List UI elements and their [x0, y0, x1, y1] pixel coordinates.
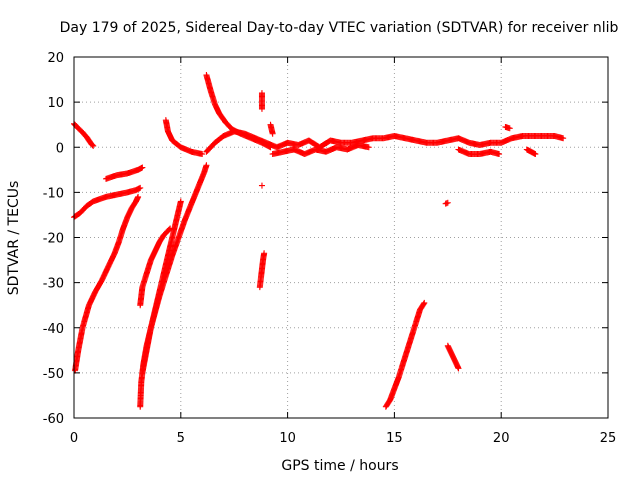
y-tick-label: -50	[43, 367, 64, 382]
series-arc-m	[502, 123, 513, 132]
y-tick-label: -10	[43, 186, 64, 201]
data-point	[261, 250, 268, 257]
series-arc-n	[523, 146, 539, 158]
y-tick-label: 0	[56, 141, 64, 156]
series-arc-h	[162, 117, 206, 158]
data-points	[71, 72, 567, 410]
x-tick-label: 15	[386, 431, 403, 446]
series-arc-b	[71, 184, 144, 221]
y-tick-label: 20	[47, 51, 64, 66]
data-point	[506, 125, 513, 132]
data-point	[496, 151, 503, 158]
data-point	[421, 299, 428, 306]
data-point	[89, 142, 96, 149]
series-arc-p	[267, 121, 276, 137]
y-axis-label: SDTVAR / TECUs	[6, 181, 22, 296]
grid-lines	[74, 57, 608, 418]
data-point	[137, 184, 144, 191]
series-arc-f	[137, 225, 174, 309]
series-arc-t	[382, 299, 428, 410]
chart-title: Day 179 of 2025, Sidereal Day-to-day VTE…	[60, 20, 619, 36]
data-point	[90, 142, 97, 149]
data-point	[560, 135, 567, 142]
series-arc-j	[203, 128, 567, 155]
y-tick-label: -40	[43, 322, 64, 337]
series-arc-l	[455, 146, 503, 158]
x-tick-label: 5	[177, 431, 185, 446]
series-arc-o	[258, 90, 265, 112]
data-point	[455, 365, 462, 372]
data-point	[532, 151, 539, 158]
axis-ticks: 0 5 10 15 20 25 -60 -50 -40 -30 -20 -10 0 10 20	[43, 51, 617, 446]
series-arc-g	[139, 198, 184, 376]
data-point	[135, 193, 142, 200]
series-arc-s	[442, 199, 451, 207]
data-point	[258, 105, 265, 112]
series-arc-a	[71, 120, 97, 149]
x-tick-label: 10	[279, 431, 296, 446]
data-point	[177, 198, 184, 205]
x-axis-label: GPS time / hours	[281, 458, 398, 474]
series-arc-q	[258, 182, 265, 189]
data-point	[199, 151, 206, 158]
x-tick-label: 0	[70, 431, 78, 446]
series-arc-d	[72, 193, 142, 374]
y-tick-label: 10	[47, 96, 64, 111]
x-tick-label: 20	[493, 431, 510, 446]
series-arc-u	[444, 342, 462, 372]
data-point	[420, 300, 427, 307]
y-tick-label: -60	[43, 412, 64, 427]
series-arc-r	[256, 250, 268, 291]
data-point	[269, 130, 276, 137]
data-point	[139, 164, 146, 171]
data-point	[365, 144, 372, 151]
data-point	[258, 182, 265, 189]
data-point	[444, 199, 451, 206]
y-tick-label: -30	[43, 277, 64, 292]
y-tick-label: -20	[43, 232, 64, 247]
x-tick-label: 25	[600, 431, 617, 446]
data-point	[203, 162, 210, 169]
series-arc-k	[269, 141, 372, 158]
series-arc-c	[103, 164, 146, 182]
